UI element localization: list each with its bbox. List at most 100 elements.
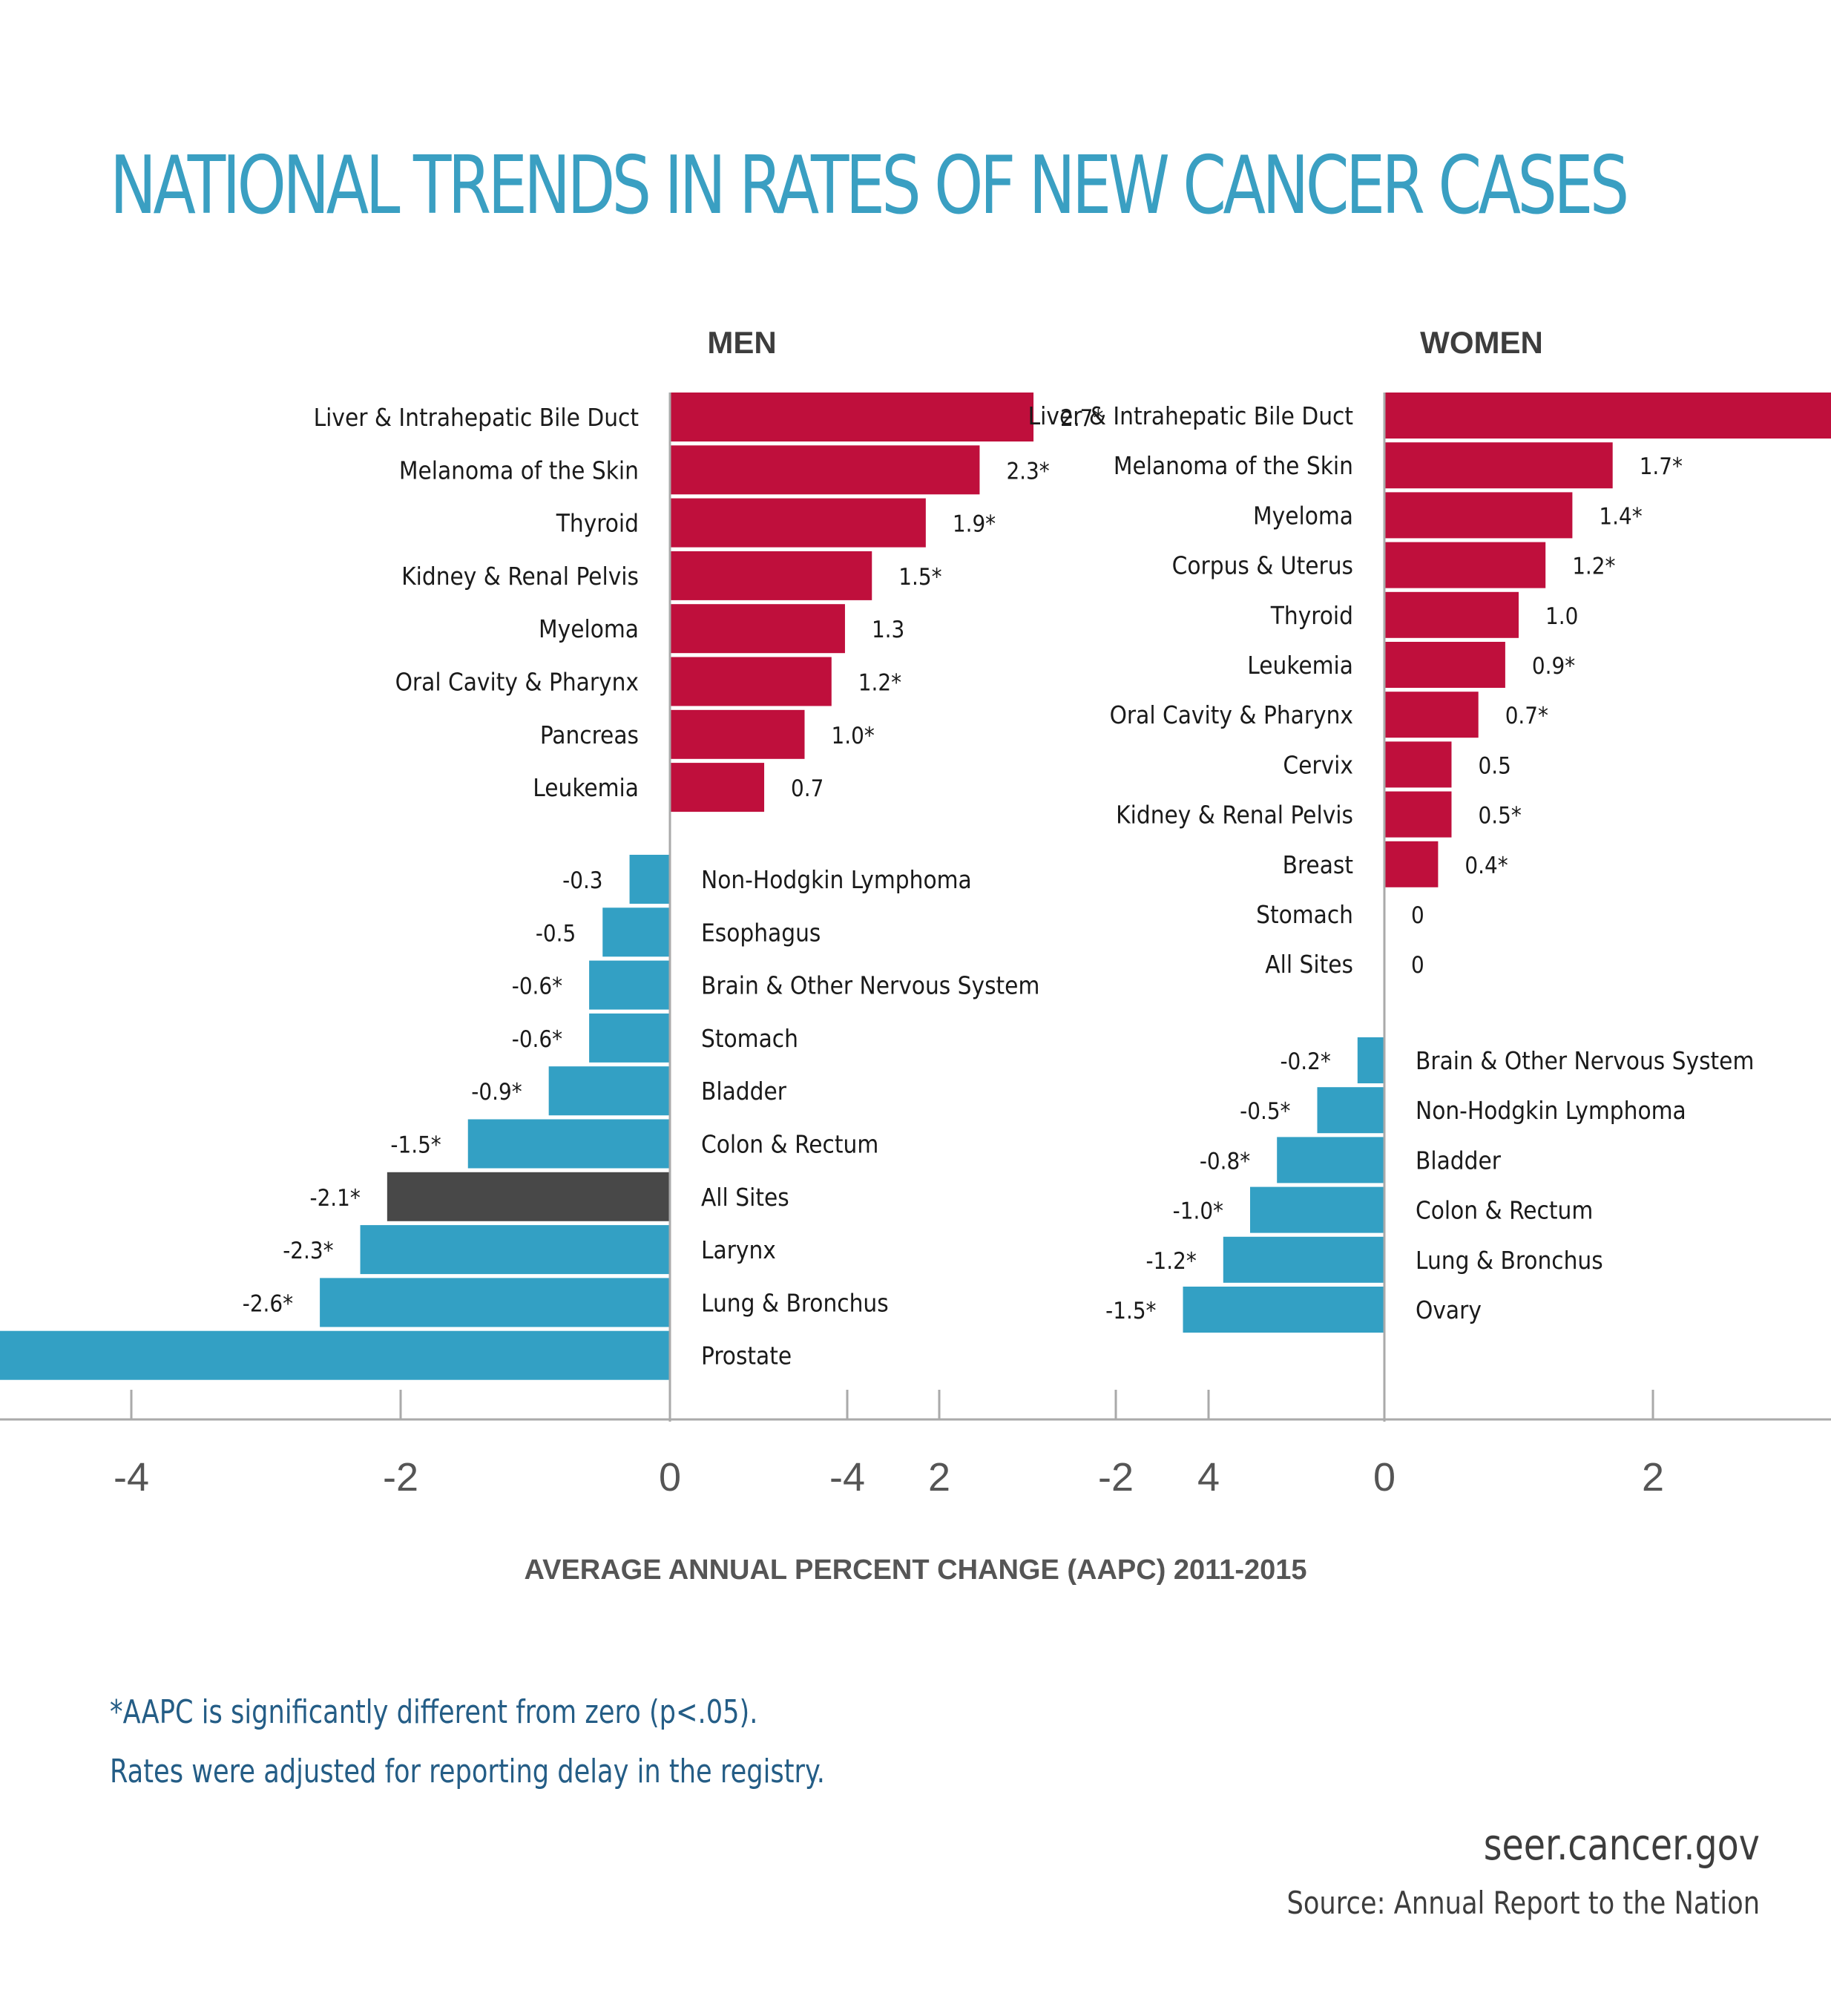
men-bar-lung-and-bronchus — [320, 1278, 670, 1327]
women-bar-corpus-and-uterus — [1384, 542, 1546, 588]
women-category-label: All Sites — [1265, 950, 1353, 979]
men-bar-myeloma — [670, 604, 845, 654]
men-bar-thyroid — [670, 498, 926, 548]
men-category-label: Kidney & Renal Pelvis — [401, 562, 639, 591]
men-value-label: 1.2* — [858, 670, 901, 697]
women-bar-lung-and-bronchus — [1223, 1236, 1384, 1283]
men-value-label: -0.6* — [512, 1026, 562, 1053]
women-value-label: 0.5 — [1479, 752, 1511, 779]
women-bar-ovary — [1183, 1287, 1384, 1333]
women-value-label: 1.2* — [1572, 554, 1615, 580]
men-value-label: -1.5* — [390, 1132, 441, 1159]
men-value-label: -0.9* — [471, 1079, 522, 1106]
x-axis-label: AVERAGE ANNUAL PERCENT CHANGE (AAPC) 201… — [524, 1554, 1307, 1586]
women-bar-breast — [1384, 841, 1439, 887]
women-bar-oral-cavity-and-pharynx — [1384, 692, 1479, 738]
women-value-label: 0.4* — [1465, 853, 1508, 879]
men-value-label: -2.3* — [283, 1238, 333, 1264]
women-category-label: Ovary — [1416, 1296, 1482, 1324]
women-value-label: -1.5* — [1105, 1298, 1156, 1324]
men-value-label: 0.7 — [791, 775, 824, 802]
men-category-label: Bladder — [701, 1077, 787, 1106]
women-bars — [1183, 393, 1831, 1333]
women-bar-kidney-and-renal-pelvis — [1384, 791, 1452, 838]
women-value-label: -0.2* — [1280, 1048, 1330, 1075]
men-bar-larynx — [360, 1225, 670, 1275]
women-value-label: 1.4* — [1599, 503, 1642, 530]
men-category-label: Leukemia — [533, 773, 639, 802]
women-bar-bladder — [1277, 1137, 1384, 1183]
men-value-label: 1.3 — [872, 617, 904, 643]
men-bar-stomach — [589, 1013, 670, 1063]
women-value-label: 1.7* — [1640, 453, 1683, 480]
men-bar-oral-cavity-and-pharynx — [670, 657, 832, 706]
women-category-label: Colon & Rectum — [1416, 1196, 1593, 1225]
men-category-label: Esophagus — [701, 918, 821, 947]
women-value-label: 0 — [1411, 952, 1424, 979]
men-value-label: 1.9* — [953, 511, 996, 538]
women-category-label: Cervix — [1283, 750, 1353, 779]
men-bar-liver-and-intrahepatic-bile-duct — [670, 393, 1034, 441]
women-tick-label: -2 — [1098, 1455, 1134, 1500]
men-tick-label: 0 — [659, 1455, 681, 1500]
women-value-label: 0 — [1411, 902, 1424, 929]
women-bar-liver-and-intrahepatic-bile-duct — [1384, 393, 1831, 439]
women-category-label: Corpus & Uterus — [1172, 551, 1353, 580]
women-bar-colon-and-rectum — [1250, 1186, 1384, 1233]
men-bar-melanoma-of-the-skin — [670, 445, 980, 495]
men-panel: MEN Liver & Intrahepatic Bile Duct 2.7* Mel… — [0, 325, 1220, 1500]
women-tick-label: 2 — [1642, 1455, 1664, 1500]
chart-title: NATIONAL TRENDS IN RATES OF NEW CANCER C… — [110, 139, 1629, 232]
men-category-label: Myeloma — [539, 614, 639, 643]
men-bar-bladder — [548, 1066, 670, 1116]
men-category-label: Lung & Bronchus — [701, 1288, 889, 1317]
men-value-label: -2.6* — [243, 1290, 293, 1317]
men-value-label: 1.5* — [898, 564, 941, 591]
men-category-label: Colon & Rectum — [701, 1130, 878, 1159]
men-value-label: 2.3* — [1006, 458, 1049, 485]
women-bar-thyroid — [1384, 591, 1519, 638]
women-x-axis: -4 -2 0 2 4 — [829, 393, 1831, 1500]
men-category-label: Liver & Intrahepatic Bile Duct — [314, 403, 639, 432]
adjustment-note: Rates were adjusted for reporting delay … — [110, 1753, 825, 1790]
men-bar-brain-and-other-nervous-system — [589, 960, 670, 1010]
men-value-label: -0.6* — [512, 973, 562, 1000]
men-bar-all-sites — [387, 1172, 670, 1221]
men-bar-colon-and-rectum — [467, 1119, 670, 1169]
men-category-label: Oral Cavity & Pharynx — [395, 668, 639, 697]
men-bar-esophagus — [602, 907, 670, 957]
men-bar-prostate — [0, 1330, 671, 1380]
women-value-label: 0.9* — [1532, 653, 1575, 680]
men-bar-non-hodgkin-lymphoma — [629, 855, 670, 904]
women-tick-label: 0 — [1373, 1455, 1396, 1500]
men-bars — [0, 393, 1034, 1380]
women-bar-cervix — [1384, 741, 1452, 788]
men-category-label: Brain & Other Nervous System — [701, 971, 1039, 1000]
women-value-label: 0.5* — [1479, 803, 1522, 830]
men-category-label: All Sites — [701, 1183, 789, 1212]
women-category-label: Non-Hodgkin Lymphoma — [1416, 1096, 1686, 1125]
men-value-label: -0.5 — [536, 920, 576, 947]
women-category-label: Brain & Other Nervous System — [1416, 1046, 1754, 1075]
women-bar-brain-and-other-nervous-system — [1357, 1037, 1384, 1083]
women-bar-leukemia — [1384, 642, 1505, 688]
men-category-label: Thyroid — [556, 509, 639, 538]
women-bar-non-hodgkin-lymphoma — [1317, 1087, 1384, 1134]
men-panel-title: MEN — [707, 325, 776, 360]
men-tick-label: -4 — [114, 1455, 149, 1500]
women-tick-label: -4 — [829, 1455, 865, 1500]
women-category-label: Melanoma of the Skin — [1114, 451, 1353, 480]
source-credit: Source: Annual Report to the Nation — [1286, 1885, 1760, 1921]
women-category-label: Breast — [1283, 850, 1353, 879]
women-category-label: Myeloma — [1253, 501, 1353, 530]
women-value-label: 0.7* — [1505, 703, 1548, 729]
men-category-label: Larynx — [701, 1235, 776, 1264]
women-value-label: -0.8* — [1200, 1148, 1250, 1175]
women-bar-melanoma-of-the-skin — [1384, 442, 1613, 489]
men-tick-label: 4 — [1197, 1455, 1220, 1500]
men-category-label: Prostate — [701, 1342, 792, 1370]
men-value-label: 1.0* — [832, 723, 875, 749]
